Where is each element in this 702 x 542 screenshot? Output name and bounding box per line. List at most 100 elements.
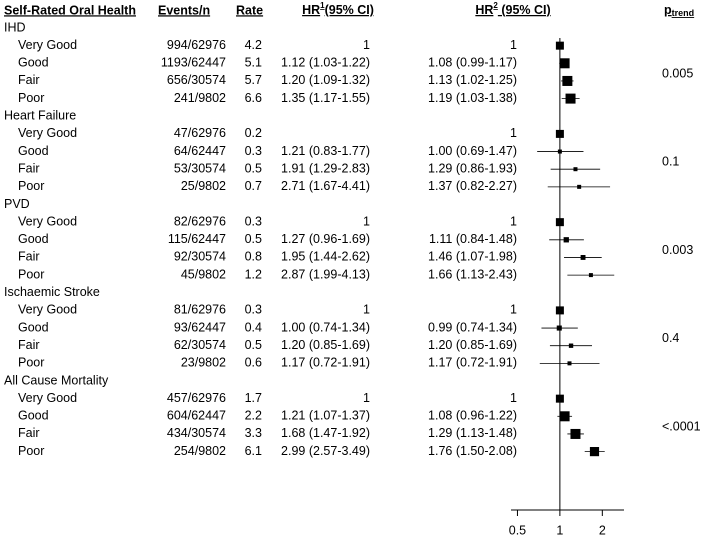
events: 93/62447 xyxy=(174,320,226,334)
hr2: 1.66 (1.13-2.43) xyxy=(428,267,517,281)
hr1: 1.91 (1.29-2.83) xyxy=(281,161,370,175)
header-label: Self-Rated Oral Health xyxy=(4,3,136,17)
hr-marker xyxy=(568,343,574,348)
p-trend: 0.4 xyxy=(662,331,679,345)
row-label: Poor xyxy=(18,444,44,458)
rate: 1.2 xyxy=(245,267,262,281)
row-label: Fair xyxy=(18,161,40,175)
hr1: 1.20 (0.85-1.69) xyxy=(281,338,370,352)
header-hr2: HR2 (95% CI) xyxy=(475,1,550,17)
hr1: 1.12 (1.03-1.22) xyxy=(281,56,370,70)
p-trend: 0.005 xyxy=(662,66,693,80)
row-label: Good xyxy=(18,56,49,70)
hr-marker xyxy=(565,93,576,104)
hr1: 1.68 (1.47-1.92) xyxy=(281,426,370,440)
events: 64/62447 xyxy=(174,144,226,158)
hr2: 0.99 (0.74-1.34) xyxy=(428,320,517,334)
header-events: Events/n xyxy=(158,3,210,17)
rate: 0.7 xyxy=(245,179,262,193)
hr-marker xyxy=(559,411,570,422)
hr-marker xyxy=(588,273,593,278)
events: 82/62976 xyxy=(174,214,226,228)
rate: 5.1 xyxy=(245,56,262,70)
hr-marker xyxy=(563,237,569,243)
rate: 3.3 xyxy=(245,426,262,440)
hr-marker xyxy=(580,255,586,260)
header-ptrend-sub: trend xyxy=(672,8,695,18)
row-label: Very Good xyxy=(18,391,77,405)
hr1: 2.99 (2.57-3.49) xyxy=(281,444,370,458)
header-hr2-suffix: (95% CI) xyxy=(498,3,551,17)
row-label: Good xyxy=(18,320,49,334)
rate: 0.5 xyxy=(245,161,262,175)
group-name: PVD xyxy=(4,197,30,211)
rate: 2.2 xyxy=(245,409,262,423)
group-name: Ischaemic Stroke xyxy=(4,285,100,299)
events: 81/62976 xyxy=(174,303,226,317)
events: 23/9802 xyxy=(181,356,226,370)
hr2: 1.17 (0.72-1.91) xyxy=(428,356,517,370)
hr1: 2.87 (1.99-4.13) xyxy=(281,267,370,281)
events: 1193/62447 xyxy=(161,56,226,70)
rate: 0.6 xyxy=(245,356,262,370)
rate: 0.5 xyxy=(245,232,262,246)
hr-marker xyxy=(555,129,564,138)
row-label: Poor xyxy=(18,179,44,193)
hr-marker xyxy=(555,218,564,227)
hr2: 1.19 (1.03-1.38) xyxy=(428,91,517,105)
events: 434/30574 xyxy=(167,426,226,440)
header-ptrend: ptrend xyxy=(664,3,694,18)
hr1: 1 xyxy=(363,391,370,405)
rate: 0.4 xyxy=(245,320,262,334)
events: 62/30574 xyxy=(174,338,226,352)
row-label: Poor xyxy=(18,91,44,105)
hr2: 1 xyxy=(510,303,517,317)
hr2: 1 xyxy=(510,38,517,52)
hr1: 2.71 (1.67-4.41) xyxy=(281,179,370,193)
hr1: 1 xyxy=(363,303,370,317)
hr-marker xyxy=(567,361,572,366)
header-hr1-suffix: (95% CI) xyxy=(325,3,374,17)
hr2: 1 xyxy=(510,126,517,140)
header-hr1: HR1(95% CI) xyxy=(302,1,374,17)
row-label: Fair xyxy=(18,338,40,352)
rate: 0.3 xyxy=(245,214,262,228)
events: 115/62447 xyxy=(168,232,226,246)
hr2: 1.29 (0.86-1.93) xyxy=(428,161,517,175)
hr2: 1.08 (0.99-1.17) xyxy=(428,56,517,70)
row-label: Fair xyxy=(18,73,40,87)
x-tick-label: 1 xyxy=(556,523,563,537)
rate: 0.3 xyxy=(245,144,262,158)
hr2: 1.46 (1.07-1.98) xyxy=(428,250,517,264)
rate: 0.8 xyxy=(245,250,262,264)
rate: 6.1 xyxy=(245,444,262,458)
rate: 4.2 xyxy=(245,38,262,52)
hr-marker xyxy=(589,447,600,457)
hr-marker xyxy=(555,306,564,315)
hr1: 1.21 (1.07-1.37) xyxy=(281,409,370,423)
hr-marker xyxy=(559,58,570,69)
p-trend: 0.1 xyxy=(662,155,679,169)
events: 254/9802 xyxy=(174,444,226,458)
hr-marker xyxy=(557,149,562,154)
x-tick-label: 0.5 xyxy=(509,523,526,537)
hr1: 1.17 (0.72-1.91) xyxy=(281,356,370,370)
hr-marker xyxy=(555,394,564,403)
hr1: 1.21 (0.83-1.77) xyxy=(281,144,370,158)
group-name: Heart Failure xyxy=(4,109,76,123)
hr-marker xyxy=(556,325,562,331)
events: 457/62976 xyxy=(167,391,226,405)
hr1: 1 xyxy=(363,214,370,228)
hr2: 1.37 (0.82-2.27) xyxy=(428,179,517,193)
hr1: 1.20 (1.09-1.32) xyxy=(281,73,370,87)
events: 92/30574 xyxy=(174,250,226,264)
row-label: Good xyxy=(18,232,49,246)
header-ptrend-text: p xyxy=(664,3,672,17)
row-label: Very Good xyxy=(18,38,77,52)
events: 47/62976 xyxy=(174,126,226,140)
header-hr1-sup: 1 xyxy=(320,1,325,10)
hr2: 1.29 (1.13-1.48) xyxy=(428,426,517,440)
hr2: 1 xyxy=(510,391,517,405)
p-trend: <.0001 xyxy=(662,419,701,433)
hr1: 1.00 (0.74-1.34) xyxy=(281,320,370,334)
